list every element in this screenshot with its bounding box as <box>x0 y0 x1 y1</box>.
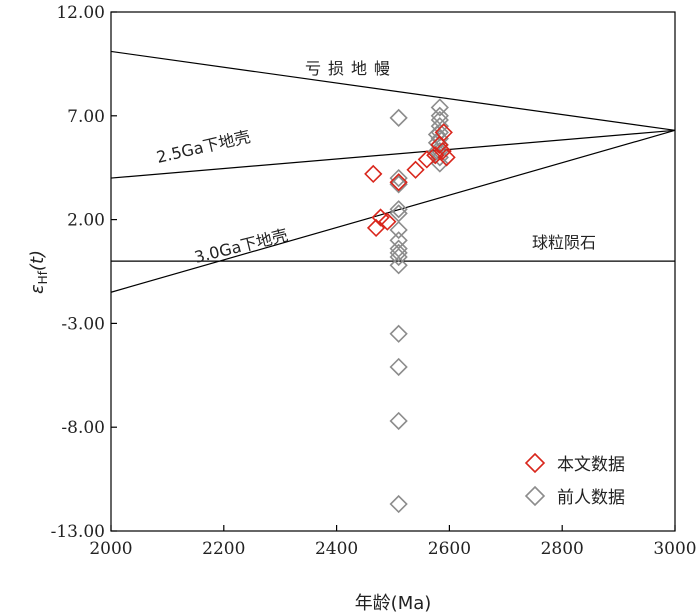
point-this-study <box>366 218 386 238</box>
point-previous-data <box>389 168 408 188</box>
point-previous-data <box>389 220 408 240</box>
point-previous-data <box>430 148 449 167</box>
y-tick-label: -3.00 <box>61 314 105 334</box>
label-depleted-mantle: 亏损地幔 <box>305 59 397 78</box>
point-previous-data <box>389 108 408 128</box>
y-tick-label: 12.00 <box>56 3 105 23</box>
point-previous-data <box>389 243 408 262</box>
point-this-study <box>378 212 397 231</box>
data-points <box>364 98 456 514</box>
point-this-study <box>417 150 436 169</box>
y-tick-label: 7.00 <box>67 107 105 127</box>
legend-marker-this-study <box>524 452 546 474</box>
point-previous-data <box>427 141 447 161</box>
point-previous-data <box>389 494 408 514</box>
legend-marker-previous-data <box>524 485 546 507</box>
point-this-study <box>406 160 425 179</box>
point-previous-data <box>430 98 449 117</box>
x-tick-label: 2400 <box>315 539 358 559</box>
point-this-study <box>389 173 408 192</box>
reference-line-0 <box>110 50 676 131</box>
y-axis-title-sub: Hf <box>36 270 50 284</box>
point-previous-data <box>389 175 408 194</box>
point-previous-data <box>389 357 408 377</box>
point-previous-data <box>389 256 408 275</box>
legend: 本文数据 前人数据 <box>524 452 625 508</box>
point-previous-data <box>389 324 408 343</box>
y-axis-title-main: ε <box>27 284 48 294</box>
reference-line-1 <box>110 129 676 179</box>
label-lower-crust-2-5ga: 2.5Ga下地壳 <box>155 127 252 167</box>
x-axis-title: 年龄(Ma) <box>355 593 432 614</box>
point-this-study <box>434 123 453 142</box>
point-previous-data <box>389 200 408 219</box>
legend-label-this-study: 本文数据 <box>557 455 625 475</box>
y-axis: -13.00 -8.00 -3.00 2.00 7.00 12.00 <box>51 3 117 542</box>
y-tick-label: 2.00 <box>67 211 105 231</box>
svg-text:εHf(t): εHf(t) <box>27 250 50 294</box>
point-previous-data <box>430 117 449 136</box>
x-tick-label: 2200 <box>202 539 245 559</box>
point-this-study <box>437 148 456 167</box>
label-chondrite: 球粒陨石 <box>532 233 596 252</box>
point-this-study <box>364 164 383 184</box>
y-axis-title: εHf(t) <box>27 250 50 294</box>
plot-frame <box>110 11 676 532</box>
point-previous-data <box>389 411 408 431</box>
x-axis: 2000 2200 2400 2600 2800 3000 <box>89 525 697 559</box>
x-tick-label: 2800 <box>541 539 584 559</box>
point-this-study <box>433 141 452 161</box>
point-previous-data <box>389 247 408 267</box>
x-tick-label: 3000 <box>653 539 696 559</box>
x-tick-label: 2000 <box>89 539 132 559</box>
y-tick-label: -8.00 <box>61 418 105 438</box>
point-this-study <box>430 135 449 154</box>
x-tick-label: 2600 <box>428 539 471 559</box>
y-axis-title-tail: (t) <box>27 250 48 271</box>
y-tick-label: -13.00 <box>51 522 105 542</box>
legend-label-previous-data: 前人数据 <box>557 488 625 508</box>
